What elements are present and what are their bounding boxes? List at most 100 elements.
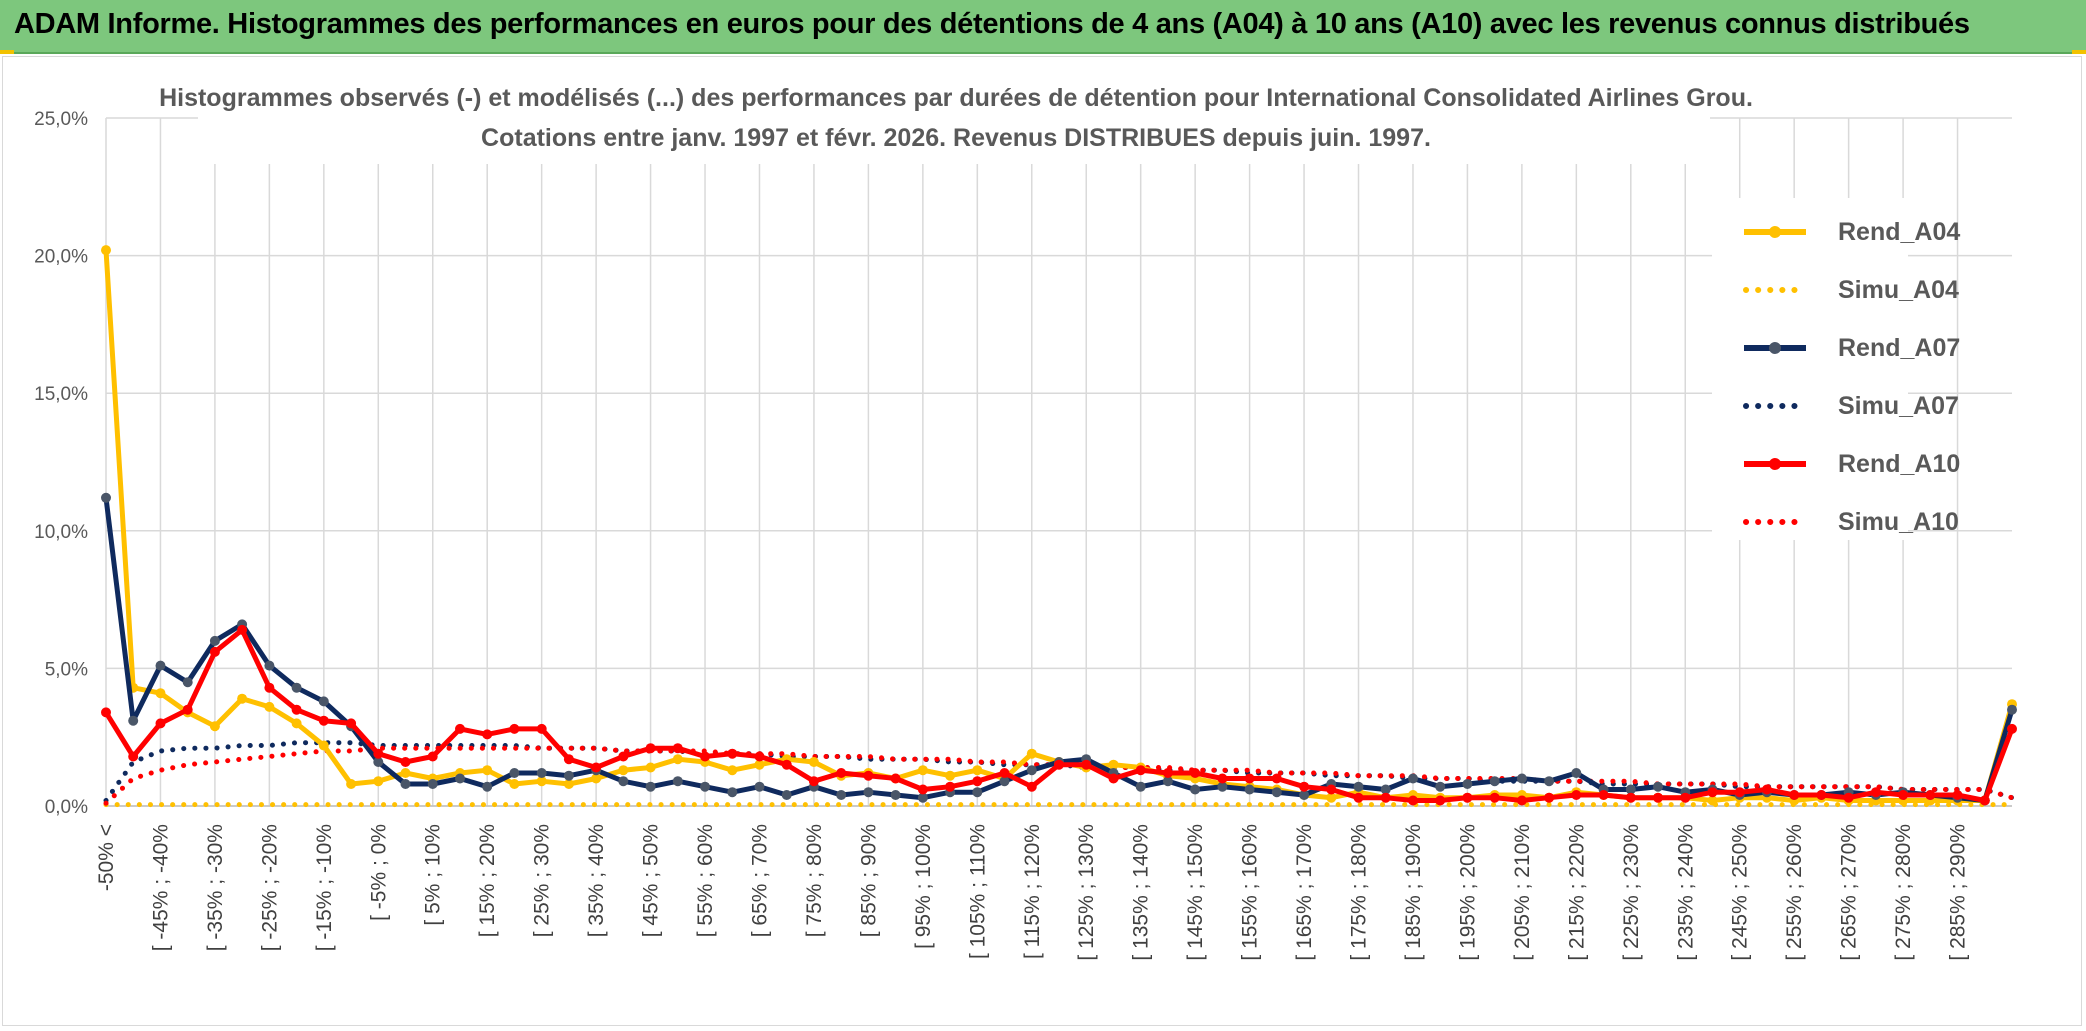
chart-subtitle: Cotations entre janv. 1997 et févr. 2026…	[481, 124, 1431, 152]
data-point	[1625, 784, 1636, 795]
data-point	[1026, 781, 1037, 792]
data-point	[1489, 792, 1500, 803]
data-point	[318, 740, 329, 751]
data-point	[373, 748, 384, 759]
data-point	[1734, 787, 1745, 798]
banner-title: ADAM Informe. Histogrammes des performan…	[14, 8, 1970, 40]
x-tick-label: -50% <	[95, 824, 118, 891]
data-point	[1380, 792, 1391, 803]
legend-label: Simu_A07	[1838, 392, 1959, 420]
data-point	[455, 773, 465, 784]
data-point	[1271, 787, 1282, 798]
x-tick-label: [ -35% ; -30%	[204, 824, 227, 951]
data-point	[291, 682, 302, 693]
data-point	[209, 646, 220, 657]
x-tick-label: [ 245% ; 250%	[1729, 824, 1752, 961]
data-point	[427, 779, 438, 789]
data-point	[563, 779, 574, 789]
data-point	[482, 765, 493, 776]
data-point	[1707, 787, 1718, 798]
data-point	[209, 721, 220, 732]
banner-accent-right	[2072, 50, 2086, 54]
data-point	[1326, 792, 1337, 803]
series-layer	[101, 245, 2017, 808]
legend-item-simu-a10[interactable]: Simu_A10	[1742, 502, 1959, 542]
x-tick-label: [ 35% ; 40%	[585, 824, 608, 937]
data-point	[155, 718, 166, 729]
data-point	[455, 723, 465, 734]
x-tick-label: [ 175% ; 180%	[1348, 824, 1371, 961]
legend-label: Rend_A10	[1838, 450, 1961, 478]
data-point	[400, 768, 411, 778]
data-point	[890, 773, 901, 784]
data-point	[1816, 790, 1827, 800]
data-point	[1462, 779, 1473, 789]
data-point	[400, 757, 411, 767]
y-tick-label: 5,0%	[45, 659, 88, 680]
chart-title: Histogrammes observés (-) et modélisés (…	[159, 84, 1753, 112]
data-point	[863, 787, 874, 798]
x-tick-label: [ 95% ; 100%	[912, 824, 935, 949]
data-point	[373, 776, 384, 787]
data-point	[1516, 795, 1527, 806]
data-point	[563, 770, 574, 781]
data-point	[1707, 795, 1718, 806]
legend-label: Simu_A04	[1838, 276, 1959, 304]
legend-item-rend-a04[interactable]: Rend_A04	[1742, 212, 1960, 252]
data-point	[972, 765, 983, 776]
data-point	[318, 696, 329, 707]
data-point	[1544, 776, 1555, 787]
data-point	[509, 768, 520, 778]
data-point	[101, 492, 111, 503]
data-point	[237, 624, 248, 635]
data-point	[591, 762, 602, 773]
data-point	[209, 635, 220, 646]
x-tick-label: [ -5% ; 0%	[367, 824, 390, 921]
data-point	[863, 770, 874, 781]
data-point	[536, 768, 547, 778]
x-tick-label: [ 115% ; 120%	[1021, 824, 1044, 959]
series-line	[103, 497, 2015, 803]
data-point	[645, 762, 656, 773]
data-point	[536, 723, 547, 734]
data-point	[700, 751, 710, 762]
data-point	[1026, 765, 1037, 776]
legend-item-rend-a10[interactable]: Rend_A10	[1742, 444, 1960, 484]
data-point	[618, 765, 629, 776]
data-point	[836, 768, 847, 778]
data-point	[1190, 768, 1201, 778]
legend-swatch-rend-a07	[1744, 342, 1806, 354]
data-point	[917, 792, 928, 803]
data-point	[890, 790, 901, 800]
legend-item-simu-a07[interactable]: Simu_A07	[1742, 386, 1959, 426]
legend-swatch-simu-a04	[1743, 287, 1808, 293]
legend-swatch-rend-a10	[1744, 458, 1806, 470]
data-point	[727, 748, 738, 759]
data-point	[182, 704, 193, 715]
data-point	[645, 781, 656, 792]
data-point	[536, 776, 547, 787]
data-point	[781, 790, 792, 800]
data-point	[1952, 790, 1963, 800]
legend-label: Rend_A07	[1838, 334, 1961, 362]
data-point	[672, 776, 683, 787]
data-point	[754, 759, 765, 770]
data-point	[1870, 787, 1881, 798]
banner-accent-left	[0, 50, 14, 54]
data-point	[1598, 790, 1609, 800]
legend-swatch-simu-a07	[1743, 403, 1808, 409]
data-point	[400, 779, 411, 789]
legend-item-rend-a07[interactable]: Rend_A07	[1742, 328, 1960, 368]
x-tick-label: [ 135% ; 140%	[1130, 824, 1153, 961]
data-point	[1271, 773, 1282, 784]
x-tick-label: [ 25% ; 30%	[531, 824, 554, 937]
data-point	[427, 751, 438, 762]
data-point	[1244, 784, 1255, 795]
data-point	[1217, 773, 1228, 784]
data-point	[101, 707, 111, 718]
data-point	[509, 779, 520, 789]
legend-item-simu-a04[interactable]: Simu_A04	[1742, 270, 1959, 310]
data-point	[1435, 795, 1446, 806]
y-tick-label: 15,0%	[34, 384, 88, 405]
data-point	[1353, 781, 1364, 792]
